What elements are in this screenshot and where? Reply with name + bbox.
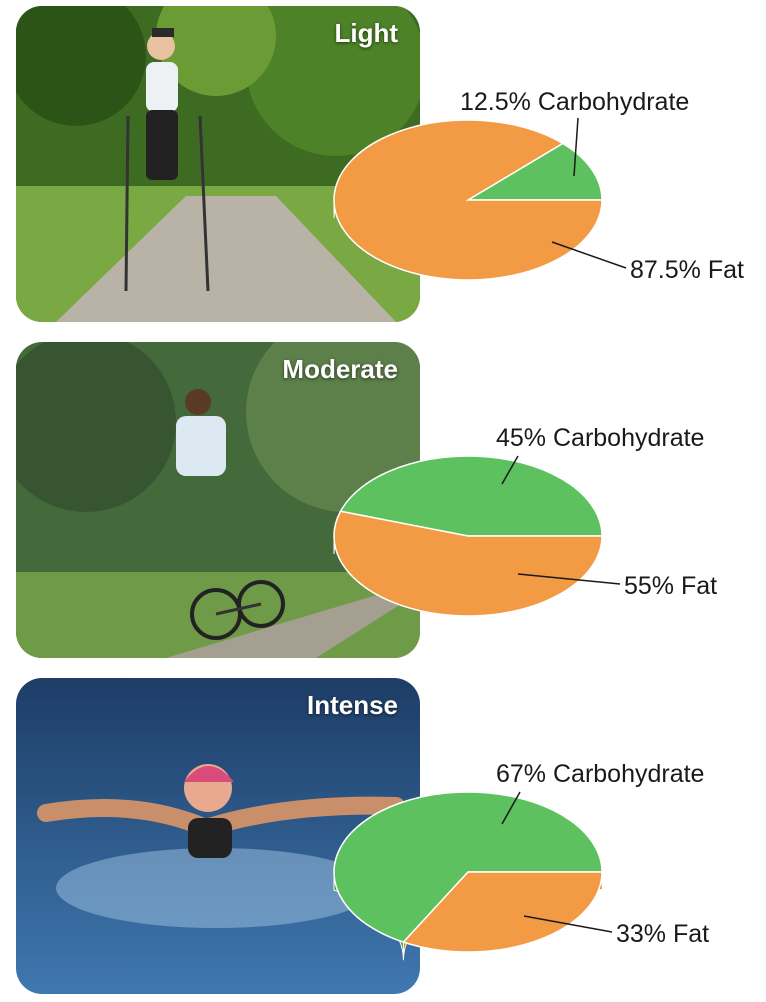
level-label: Light: [334, 18, 398, 48]
label-carbohydrate: 67% Carbohydrate: [496, 760, 704, 788]
leader-line: [501, 455, 519, 485]
pie-slice-carbohydrate: [339, 455, 603, 537]
label-fat: 33% Fat: [616, 920, 709, 948]
leader-line: [517, 573, 621, 585]
level-label: Moderate: [282, 354, 398, 384]
pie-chart-light: 12.5% Carbohydrate 87.5% Fat: [333, 88, 744, 284]
leader-line: [523, 915, 613, 933]
pie-slice-fat: [333, 119, 603, 281]
label-carbohydrate: 45% Carbohydrate: [496, 424, 704, 452]
leader-line: [551, 241, 627, 269]
pie-slice-fat: [333, 510, 603, 617]
pie-chart-intense: 67% Carbohydrate 33% Fat: [333, 760, 709, 961]
label-fat: 55% Fat: [624, 572, 717, 600]
panel-moderate: Moderate 45% Carbohydrate 55% Fat: [0, 336, 766, 666]
leader-line: [501, 791, 521, 825]
pie-slice-carbohydrate: [465, 142, 603, 201]
label-carbohydrate: 12.5% Carbohydrate: [460, 88, 689, 116]
pie-slice-fat: [402, 871, 603, 953]
panel-intense: Intense 67% Carbohydrate 33% Fat: [0, 672, 766, 1002]
leader-line: [573, 117, 579, 177]
level-label: Intense: [306, 690, 398, 720]
label-fat: 87.5% Fat: [630, 256, 744, 284]
pie-slice-carbohydrate: [333, 791, 603, 943]
panel-light: Light 12.5% Carbohydrate 87.5% Fat: [0, 0, 766, 330]
pie-chart-moderate: 45% Carbohydrate 55% Fat: [333, 424, 717, 617]
